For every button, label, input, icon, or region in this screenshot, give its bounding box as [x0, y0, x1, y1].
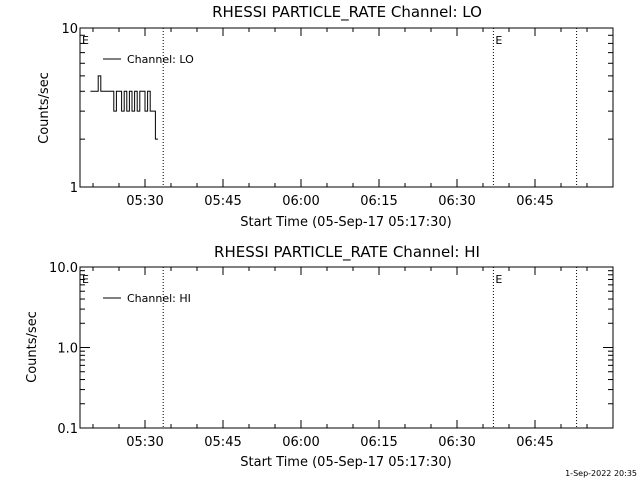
- x-axis-label: Start Time (05-Sep-17 05:17:30): [240, 455, 451, 470]
- chart-title: RHESSI PARTICLE_RATE Channel: LO: [212, 3, 482, 22]
- legend: Channel: LO: [103, 53, 194, 66]
- legend: Channel: HI: [103, 292, 191, 305]
- chart-panel-lo: RHESSI PARTICLE_RATE Channel: LO 1 10 05:…: [37, 3, 614, 230]
- y-axis-label: Counts/sec: [25, 311, 40, 383]
- x-tick-label: 06:45: [516, 194, 553, 209]
- x-axis-ticks: 05:30 05:45 06:00 06:15 06:30 06:45: [92, 28, 588, 209]
- x-tick-label: 06:00: [282, 194, 319, 209]
- chart-panel-hi: RHESSI PARTICLE_RATE Channel: HI 0.1 1.0 1…: [25, 243, 614, 470]
- x-tick-label: 06:30: [438, 435, 475, 450]
- x-tick-label: 05:30: [126, 194, 163, 209]
- chart-title: RHESSI PARTICLE_RATE Channel: HI: [214, 243, 480, 262]
- x-tick-label: 06:45: [516, 435, 553, 450]
- y-axis-ticks: 1 10: [61, 22, 613, 196]
- event-marker: E: [82, 34, 89, 47]
- y-tick-label: 1: [70, 181, 78, 196]
- y-tick-label: 1.0: [57, 342, 78, 357]
- x-tick-label: 06:15: [360, 435, 397, 450]
- x-axis-label: Start Time (05-Sep-17 05:17:30): [240, 215, 451, 230]
- x-tick-label: 05:45: [204, 194, 241, 209]
- legend-label: Channel: HI: [127, 292, 191, 305]
- series-layer: [90, 75, 158, 140]
- x-tick-label: 05:45: [204, 435, 241, 450]
- y-axis-label: Counts/sec: [37, 72, 52, 144]
- event-marker: E: [495, 273, 502, 286]
- vertical-marker-lines: [162, 28, 578, 187]
- series-line: [90, 75, 158, 140]
- event-marker: E: [82, 273, 89, 286]
- y-tick-label: 0.1: [57, 422, 78, 437]
- plot-frame: [79, 27, 614, 188]
- y-tick-label: 10.0: [49, 261, 78, 276]
- x-tick-label: 06:15: [360, 194, 397, 209]
- y-axis-ticks: 0.1 1.0 10.0: [49, 261, 613, 437]
- y-tick-label: 10: [61, 22, 78, 37]
- x-tick-label: 06:30: [438, 194, 475, 209]
- footer-timestamp: 1-Sep-2022 20:35: [565, 469, 637, 478]
- legend-label: Channel: LO: [127, 53, 194, 66]
- x-tick-label: 06:00: [282, 435, 319, 450]
- x-tick-label: 05:30: [126, 435, 163, 450]
- event-marker: E: [495, 34, 502, 47]
- x-axis-ticks: 05:30 05:45 06:00 06:15 06:30 06:45: [92, 267, 588, 450]
